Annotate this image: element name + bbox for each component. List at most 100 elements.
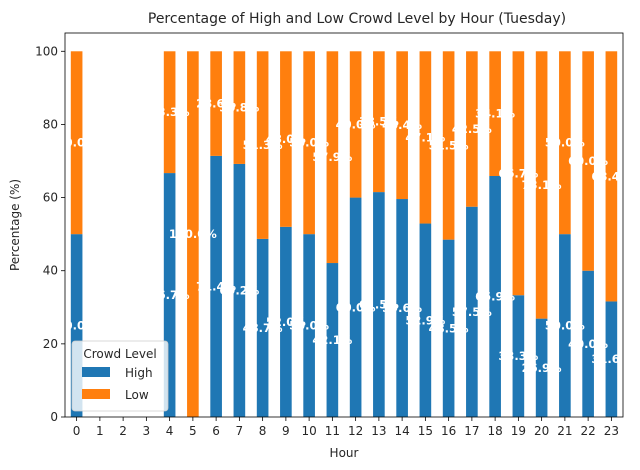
legend-swatch-low [82, 389, 110, 399]
data-label-high-hour-0: 50.0% [57, 319, 97, 333]
x-tick-label: 7 [236, 424, 244, 438]
data-label-low-hour-21: 50.0% [545, 136, 585, 150]
data-label-high-hour-17: 57.5% [452, 305, 492, 319]
legend-title: Crowd Level [83, 347, 156, 361]
bar-low-hour-17 [466, 51, 478, 207]
data-label-low-hour-8: 51.3% [243, 138, 283, 152]
data-label-low-hour-5: 100.0% [169, 227, 217, 241]
data-label-high-hour-4: 66.7% [150, 288, 190, 302]
bar-high-hour-22 [582, 270, 594, 417]
x-tick-label: 21 [557, 424, 572, 438]
data-label-high-hour-6: 71.4% [196, 279, 236, 293]
bar-low-hour-4 [163, 51, 176, 174]
data-label-high-hour-8: 48.7% [243, 321, 283, 335]
data-label-low-hour-16: 51.5% [429, 138, 469, 152]
legend-label-high: High [125, 366, 153, 380]
data-label-high-hour-16: 48.5% [429, 321, 469, 335]
bar-low-hour-22 [582, 51, 594, 271]
y-axis-ticks: 0 20 40 60 80 100 [35, 44, 65, 424]
data-label-high-hour-19: 33.3% [498, 349, 538, 363]
bar-high-hour-16 [442, 239, 455, 417]
legend: Crowd Level High Low [71, 340, 169, 412]
data-label-low-hour-20: 73.1% [522, 178, 562, 192]
bar-low-hour-18 [489, 51, 501, 176]
data-label-low-hour-18: 34.1% [475, 107, 515, 121]
data-label-high-hour-21: 50.0% [545, 319, 585, 333]
bar-low-hour-14 [396, 51, 408, 200]
bar-low-hour-16 [442, 51, 455, 240]
bar-high-hour-0 [70, 234, 83, 417]
data-label-low-hour-14: 40.4% [382, 118, 422, 132]
legend-label-low: Low [125, 388, 149, 402]
y-axis-title: Percentage (%) [8, 179, 22, 271]
bar-high-hour-20 [535, 318, 548, 417]
bar-high-hour-9 [280, 226, 292, 417]
x-tick-label: 14 [394, 424, 409, 438]
data-label-high-hour-22: 40.0% [568, 337, 608, 351]
data-label-low-hour-10: 50.0% [289, 136, 329, 150]
x-tick-label: 2 [119, 424, 127, 438]
data-label-low-hour-0: 50.0% [57, 136, 97, 150]
x-tick-label: 9 [282, 424, 290, 438]
x-tick-label: 18 [487, 424, 502, 438]
data-label-high-hour-18: 65.9% [475, 290, 515, 304]
bar-high-hour-13 [373, 192, 385, 417]
data-label-low-hour-6: 28.6% [196, 97, 236, 111]
data-label-high-hour-9: 52.0% [266, 315, 306, 329]
bar-low-hour-11 [326, 51, 339, 264]
data-label-low-hour-4: 33.3% [150, 105, 190, 119]
bar-low-hour-20 [535, 51, 548, 319]
bar-high-hour-10 [303, 234, 315, 417]
data-label-low-hour-13: 38.5% [359, 115, 399, 129]
bar-high-hour-4 [163, 173, 176, 417]
bar-low-hour-13 [373, 51, 385, 193]
bar-low-hour-21 [559, 51, 571, 235]
data-label-high-hour-23: 31.6% [591, 352, 631, 366]
x-tick-label: 4 [166, 424, 174, 438]
bar-low-hour-12 [349, 51, 362, 198]
data-label-high-hour-11: 42.1% [312, 333, 352, 347]
bar-low-hour-15 [419, 51, 432, 224]
bar-low-hour-0 [70, 51, 83, 235]
data-label-high-hour-14: 59.6% [382, 301, 422, 315]
x-tick-label: 3 [143, 424, 151, 438]
bar-high-hour-12 [349, 197, 362, 417]
x-tick-label: 22 [580, 424, 595, 438]
y-tick-label: 80 [43, 117, 58, 131]
data-label-high-hour-13: 61.5% [359, 298, 399, 312]
bar-high-hour-6 [210, 155, 222, 417]
bar-low-hour-6 [210, 51, 222, 156]
data-label-high-hour-15: 52.9% [405, 313, 445, 327]
data-label-low-hour-19: 66.7% [498, 166, 538, 180]
data-labels-layer: 50.0% 50.0% 66.7% 33.3% 100.0% 71.4% 28.6% 69.2… [57, 97, 632, 375]
bar-high-hour-17 [466, 206, 478, 417]
data-label-low-hour-9: 48.0% [266, 132, 306, 146]
data-label-high-hour-12: 60.0% [336, 300, 376, 314]
data-label-low-hour-17: 42.5% [452, 122, 492, 136]
x-tick-label: 1 [96, 424, 104, 438]
y-tick-label: 0 [50, 410, 58, 424]
data-label-low-hour-12: 40.0% [336, 117, 376, 131]
bars-layer [70, 51, 618, 417]
x-tick-label: 15 [418, 424, 433, 438]
y-tick-label: 40 [43, 264, 58, 278]
x-tick-label: 23 [604, 424, 619, 438]
chart-title: Percentage of High and Low Crowd Level b… [148, 11, 566, 27]
x-tick-label: 6 [212, 424, 220, 438]
plot-area-frame [64, 32, 624, 418]
bar-low-hour-5 [187, 51, 199, 417]
y-tick-label: 100 [35, 44, 58, 58]
bar-high-hour-11 [326, 263, 339, 417]
y-tick-label: 60 [43, 191, 58, 205]
data-label-low-hour-22: 60.0% [568, 154, 608, 168]
bar-high-hour-14 [396, 199, 408, 417]
x-tick-label: 8 [259, 424, 267, 438]
x-tick-label: 16 [441, 424, 456, 438]
x-axis-title: Hour [330, 446, 359, 460]
x-tick-label: 12 [348, 424, 363, 438]
x-tick-label: 11 [325, 424, 340, 438]
x-tick-label: 17 [464, 424, 479, 438]
bar-low-hour-9 [280, 51, 292, 227]
bar-low-hour-19 [512, 51, 525, 296]
